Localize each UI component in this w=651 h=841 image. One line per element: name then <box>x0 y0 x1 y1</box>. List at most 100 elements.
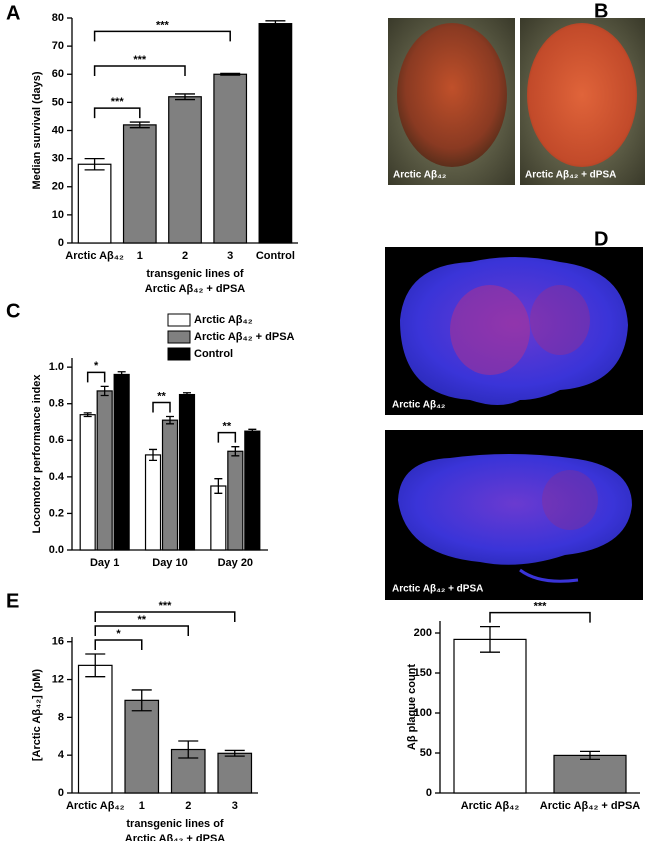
y-axis-label: [Arctic Aβ₄₂] (pM) <box>31 669 43 762</box>
significance-label: ** <box>137 614 146 626</box>
x-tick-label: Arctic Aβ₄₂ <box>65 250 124 262</box>
y-tick-label: 0.6 <box>49 434 64 446</box>
error-bar <box>220 72 241 76</box>
bar <box>77 664 113 794</box>
legend-swatch <box>167 347 191 361</box>
error-bar <box>149 448 158 462</box>
significance-label: * <box>116 628 121 640</box>
eye-image <box>520 18 645 185</box>
bar <box>122 124 157 244</box>
significance-bracket <box>93 65 186 76</box>
error-bar <box>224 749 245 757</box>
error-bar <box>85 653 106 678</box>
error-bar <box>83 412 92 418</box>
x-tick-label: Day 1 <box>90 557 119 569</box>
y-tick-label: 0.4 <box>49 471 65 483</box>
significance-label: *** <box>534 601 548 613</box>
error-bar <box>100 385 109 397</box>
bar <box>124 699 160 794</box>
legend-swatch <box>167 313 191 327</box>
y-axis-label: Locomotor performance index <box>31 374 43 534</box>
y-tick-label: 10 <box>52 209 64 221</box>
x-tick-label: Arctic Aβ₄₂ + dPSA <box>540 800 641 812</box>
x-tick-label: 2 <box>182 250 188 262</box>
x-axis-label: transgenic lines of <box>146 268 244 280</box>
bar <box>227 450 244 551</box>
y-tick-label: 0.2 <box>49 507 64 519</box>
brain-image <box>385 430 643 600</box>
y-tick-label: 0 <box>58 787 64 799</box>
image-caption: Arctic Aβ₄₂ <box>393 170 446 181</box>
error-bar <box>248 428 257 434</box>
y-tick-label: 0 <box>58 237 64 249</box>
panel-label: C <box>6 300 20 322</box>
significance-label: ** <box>223 421 232 433</box>
y-axis-label: Median survival (days) <box>31 71 43 189</box>
x-axis-label: Arctic Aβ₄₂ + dPSA <box>145 283 246 295</box>
significance-bracket <box>94 611 236 623</box>
error-bar <box>214 478 223 494</box>
error-bar <box>175 93 195 101</box>
x-tick-label: 2 <box>185 800 191 812</box>
bar <box>217 752 253 794</box>
x-tick-label: 3 <box>232 800 238 812</box>
y-tick-label: 80 <box>52 12 64 24</box>
x-tick-label: 1 <box>139 800 145 812</box>
significance-bracket <box>489 611 591 623</box>
x-tick-label: Day 10 <box>152 557 187 569</box>
bar <box>244 430 261 551</box>
y-tick-label: 60 <box>52 68 64 80</box>
error-bar <box>182 392 191 398</box>
bar <box>144 454 162 551</box>
error-bar <box>166 415 174 425</box>
bar <box>96 390 113 551</box>
x-tick-label: 3 <box>227 250 233 262</box>
y-tick-label: 150 <box>414 667 432 679</box>
panel-label: A <box>6 2 20 24</box>
x-axis-label: transgenic lines of <box>126 818 224 830</box>
significance-label: * <box>94 360 99 372</box>
x-axis-label: Arctic Aβ₄₂ + dPSA <box>125 833 226 841</box>
significance-bracket <box>93 107 141 119</box>
bar <box>213 73 248 244</box>
significance-bracket <box>94 625 189 637</box>
x-tick-label: Arctic Aβ₄₂ <box>461 800 520 812</box>
y-tick-label: 4 <box>58 749 65 761</box>
legend-label: Control <box>194 348 233 360</box>
error-bar <box>117 371 126 378</box>
error-bar <box>231 446 240 457</box>
y-axis-label: Aβ plaque count <box>406 664 418 750</box>
significance-label: *** <box>133 54 147 66</box>
bar <box>168 96 202 244</box>
x-tick-label: 1 <box>137 250 143 262</box>
error-bar <box>178 740 199 759</box>
panel-label: B <box>594 0 608 22</box>
y-tick-label: 1.0 <box>49 361 64 373</box>
bar <box>113 373 130 551</box>
bar <box>553 754 627 794</box>
error-bar <box>129 121 150 129</box>
y-tick-label: 0.8 <box>49 398 64 410</box>
panel-label: D <box>594 228 608 250</box>
legend-label: Arctic Aβ₄₂ + dPSA <box>194 331 295 343</box>
x-tick-label: Day 20 <box>218 557 253 569</box>
bar <box>178 393 196 551</box>
significance-bracket <box>217 431 237 443</box>
bar <box>77 163 112 244</box>
y-tick-label: 0.0 <box>49 544 64 556</box>
y-tick-label: 70 <box>52 40 64 52</box>
bar <box>258 23 293 244</box>
y-tick-label: 40 <box>52 124 64 136</box>
error-bar <box>84 157 105 171</box>
error-bar <box>580 750 600 761</box>
image-caption: Arctic Aβ₄₂ + dPSA <box>392 584 483 595</box>
error-bar <box>480 625 500 653</box>
brain-image <box>385 247 643 415</box>
significance-bracket <box>94 639 143 651</box>
significance-bracket <box>86 371 106 383</box>
image-caption: Arctic Aβ₄₂ + dPSA <box>525 170 616 181</box>
y-tick-label: 200 <box>414 627 432 639</box>
x-tick-label: Control <box>256 250 295 262</box>
significance-label: ** <box>157 390 166 402</box>
x-tick-label: Arctic Aβ₄₂ <box>66 800 125 812</box>
